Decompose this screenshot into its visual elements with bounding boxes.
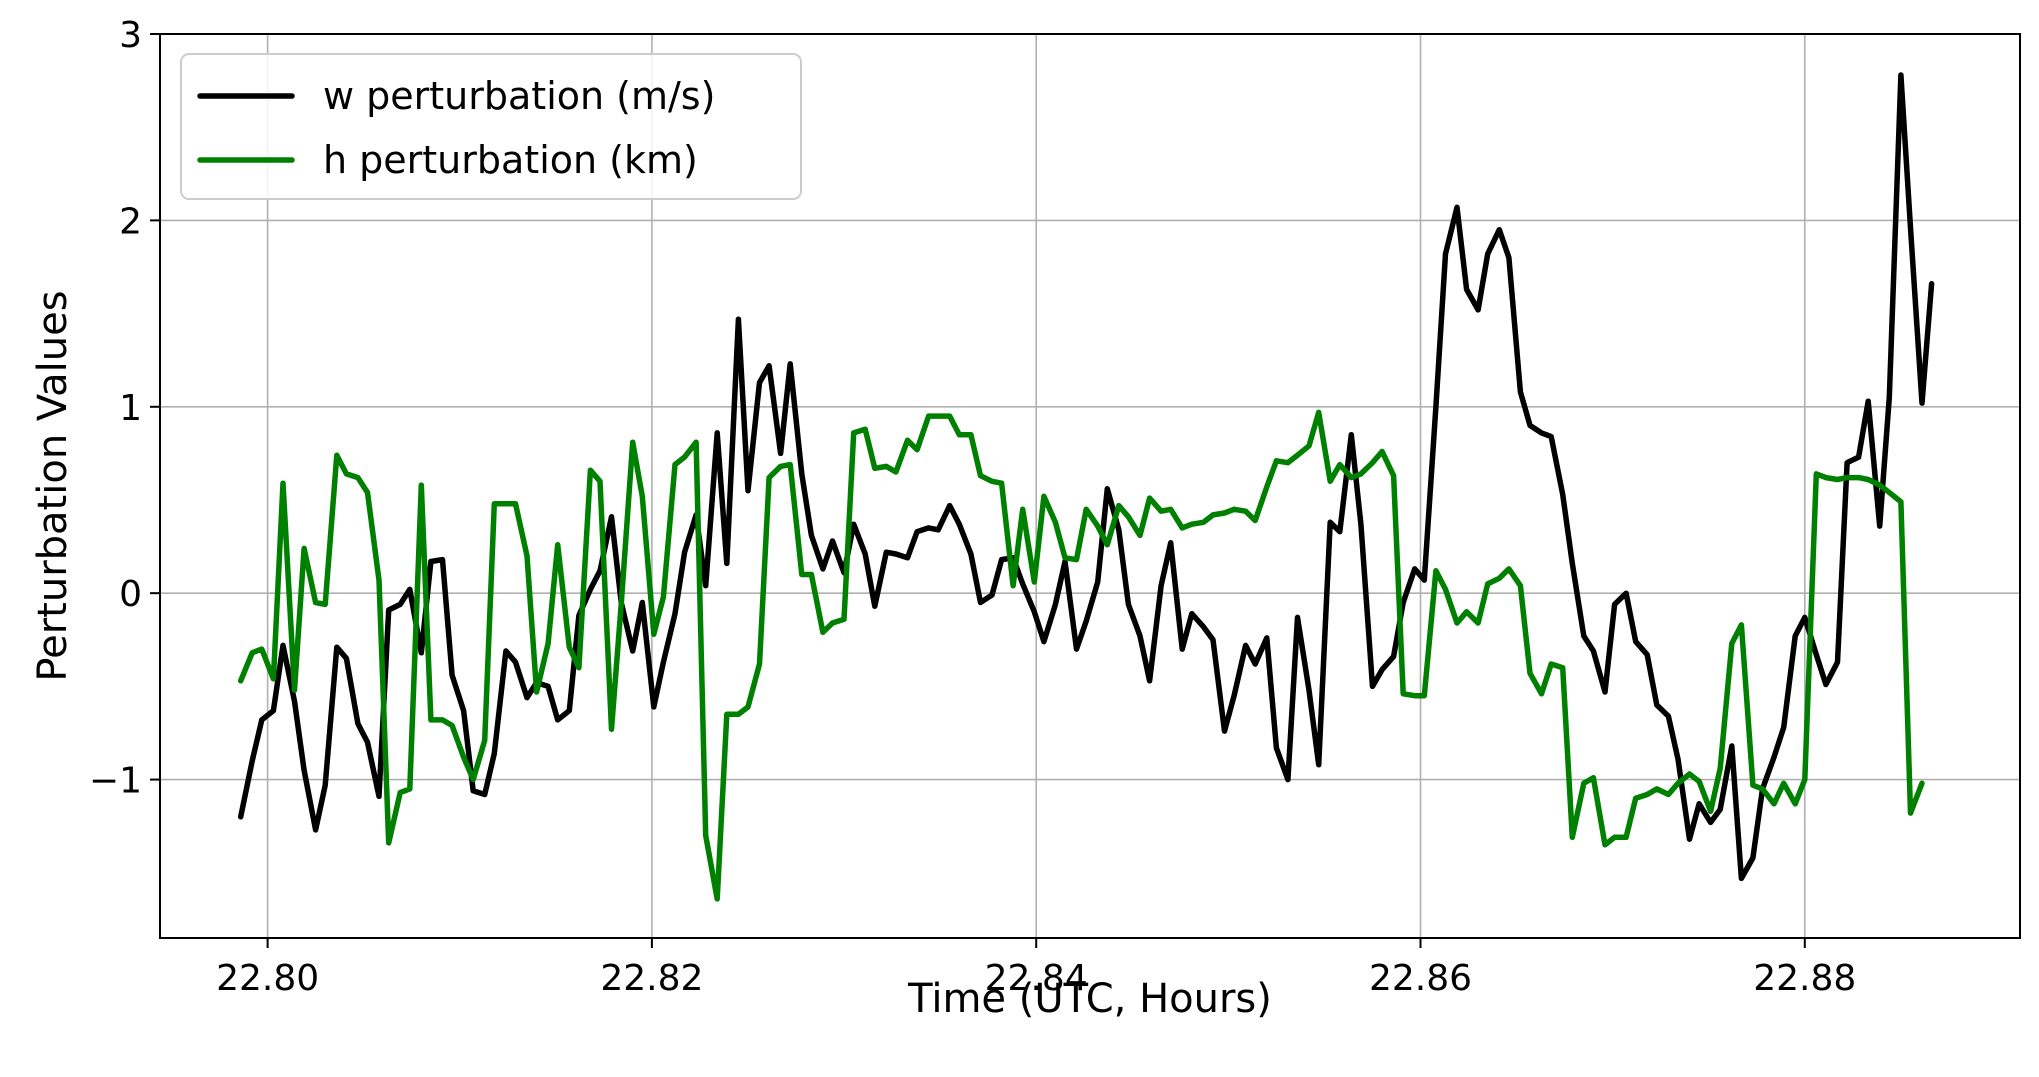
y-tick-label: 1 bbox=[119, 388, 142, 429]
x-tick-label: 22.82 bbox=[600, 958, 703, 999]
legend: w perturbation (m/s) h perturbation (km) bbox=[180, 53, 802, 200]
x-tick-label: 22.80 bbox=[216, 958, 319, 999]
legend-label-h: h perturbation (km) bbox=[323, 138, 698, 182]
series-line-h bbox=[237, 409, 1925, 902]
x-axis-label: Time (UTC, Hours) bbox=[907, 976, 1272, 1022]
legend-box bbox=[180, 53, 802, 200]
x-tick-label: 22.84 bbox=[985, 958, 1088, 999]
y-tick-label: 0 bbox=[119, 574, 142, 615]
axis-ticks: 22.80 22.82 22.84 22.86 22.88 −1 0 1 2 3 bbox=[89, 15, 1856, 999]
y-tick-label: 2 bbox=[119, 201, 142, 242]
y-tick-label: −1 bbox=[89, 761, 142, 802]
x-tick-label: 22.88 bbox=[1753, 958, 1856, 999]
series-line-w bbox=[237, 72, 1935, 882]
plot-frame bbox=[159, 33, 2021, 939]
series-lines bbox=[237, 72, 1935, 902]
y-axis-label: Perturbation Values bbox=[30, 290, 76, 681]
legend-label-w: w perturbation (m/s) bbox=[323, 74, 715, 118]
y-tick-label: 3 bbox=[119, 15, 142, 56]
x-tick-label: 22.86 bbox=[1369, 958, 1472, 999]
